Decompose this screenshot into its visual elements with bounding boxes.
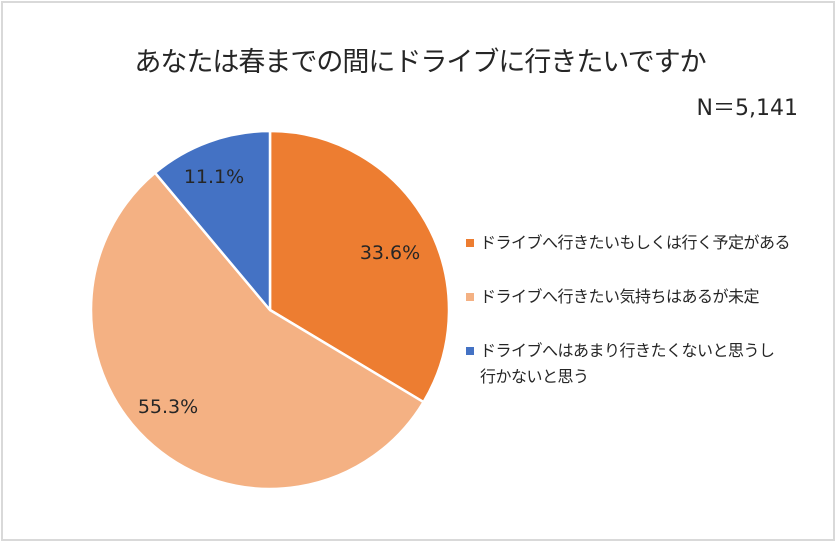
chart-legend: ドライブへ行きたいもしくは行く予定がある ドライブへ行きたい気持ちはあるが未定 …	[462, 230, 791, 390]
data-label-slice-0: 33.6%	[360, 242, 420, 264]
legend-label: ドライブへはあまり行きたくないと思うし 行かないと思う	[480, 341, 775, 386]
legend-label: ドライブへ行きたいもしくは行く予定がある	[480, 233, 791, 252]
legend-swatch-icon	[466, 293, 474, 301]
legend-swatch-icon	[466, 239, 474, 247]
pie-slices	[89, 129, 451, 491]
pie-slice-1[interactable]	[89, 171, 425, 491]
chart-title: あなたは春までの間にドライブに行きたいですか	[134, 47, 706, 78]
pie-slice-0[interactable]	[268, 129, 451, 404]
legend-item-planned[interactable]: ドライブへ行きたいもしくは行く予定がある	[462, 230, 791, 256]
data-label-slice-1: 55.3%	[138, 396, 198, 418]
data-label-slice-2: 11.1%	[184, 166, 244, 188]
legend-item-not-going[interactable]: ドライブへはあまり行きたくないと思うし 行かないと思う	[462, 338, 790, 390]
pie-slice-2[interactable]	[153, 129, 272, 312]
legend-swatch-icon	[466, 347, 474, 355]
legend-label: ドライブへ行きたい気持ちはあるが未定	[480, 287, 760, 306]
legend-item-undecided[interactable]: ドライブへ行きたい気持ちはあるが未定	[462, 284, 790, 310]
sample-size-label: N＝5,141	[696, 96, 798, 121]
